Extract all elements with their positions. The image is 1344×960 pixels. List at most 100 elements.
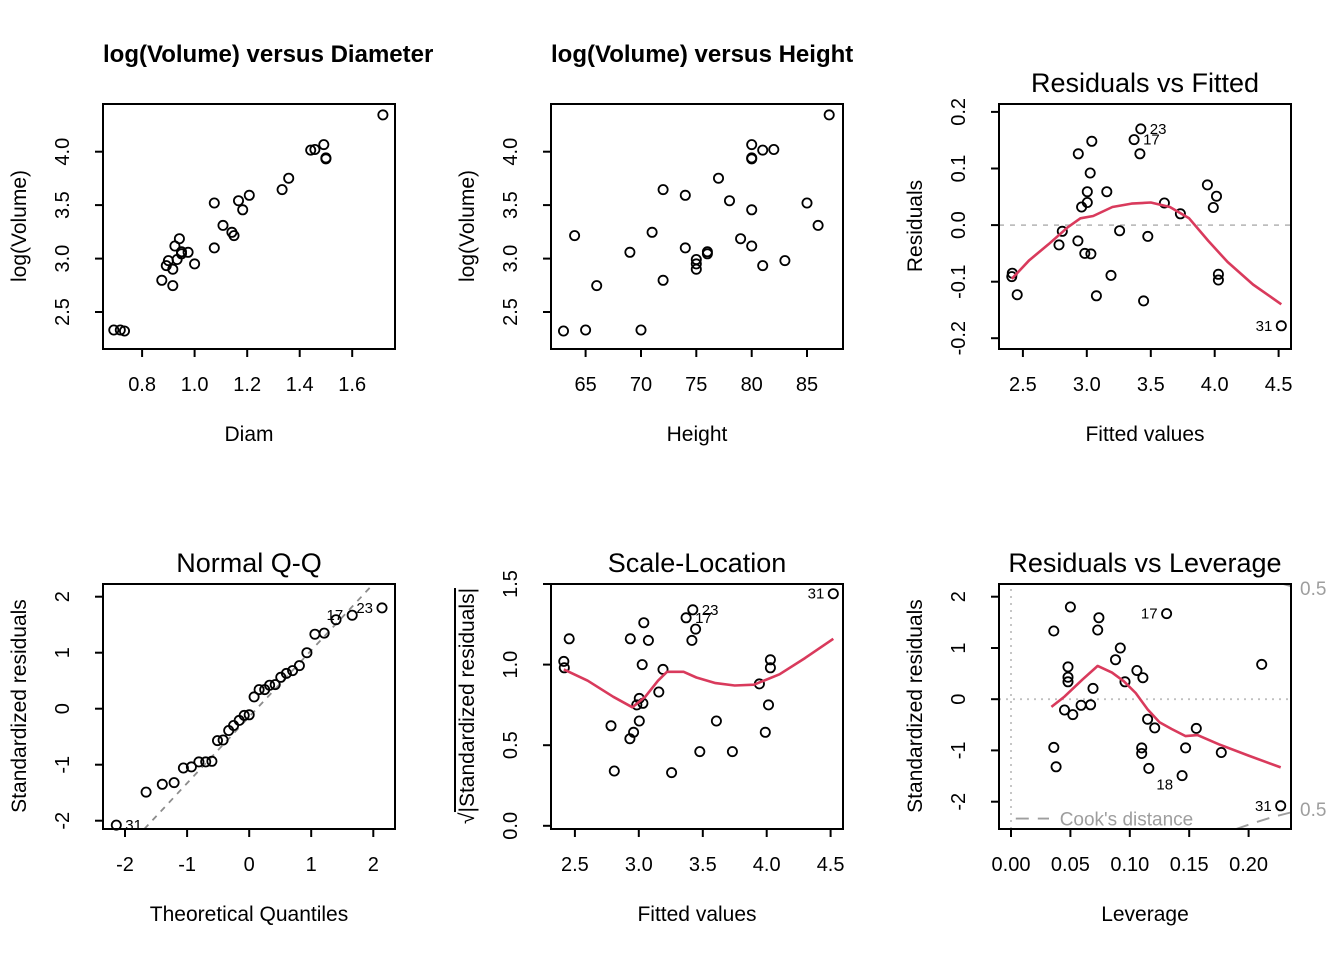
y-tick-label: 0.1: [948, 155, 970, 183]
x-tick-label: 3.5: [689, 854, 717, 876]
data-point: [657, 274, 669, 286]
data-point: [605, 720, 617, 732]
data-point: [726, 746, 738, 758]
x-tick-label: -1: [178, 854, 196, 876]
data-point: [764, 662, 776, 674]
data-point: [1050, 761, 1062, 773]
data-point: [563, 633, 575, 645]
x-tick-label: 1.4: [286, 374, 314, 396]
y-tick-label: 1: [948, 642, 970, 653]
data-point: [701, 246, 713, 258]
data-point: [1006, 271, 1018, 283]
data-point: [283, 172, 295, 184]
data-point: [1136, 747, 1148, 759]
annotation-label: 0.5: [1300, 579, 1326, 600]
data-point: [276, 184, 288, 196]
plot-frame: [102, 103, 396, 350]
x-tick-label: 1.2: [233, 374, 261, 396]
y-tick-label: 1.5: [500, 570, 522, 598]
data-point: [1058, 704, 1070, 716]
data-point: [653, 686, 665, 698]
data-point: [746, 240, 758, 252]
data-point: [757, 144, 769, 156]
x-tick-label: 3.0: [625, 854, 653, 876]
data-point: [243, 189, 255, 201]
y-tick-label: 0.5: [500, 731, 522, 759]
data-point: [1093, 612, 1105, 624]
point-id-label: 31: [808, 586, 825, 603]
data-point: [636, 659, 648, 671]
x-tick-label: 0.10: [1110, 854, 1149, 876]
data-point: [1149, 722, 1161, 734]
data-point: [801, 197, 813, 209]
point-id-labels: 31 17 23: [125, 600, 373, 834]
data-point: [206, 755, 218, 767]
y-tick-label: 1: [52, 647, 74, 658]
y-tick-label: 2: [52, 591, 74, 602]
data-point: [1090, 290, 1102, 302]
data-point: [1048, 625, 1060, 637]
x-tick-label: 2.5: [1009, 374, 1037, 396]
x-tick-label: 2.5: [561, 854, 589, 876]
data-point: [1079, 247, 1091, 259]
data-point: [1105, 269, 1117, 281]
plot-area: 65 70 75 80 85 2.5 3.0 3.5 4.0: [500, 103, 844, 396]
data-point: [1119, 676, 1131, 688]
axis-ticks: [991, 595, 1250, 837]
data-point: [269, 679, 281, 691]
data-point: [690, 253, 702, 265]
data-point: [1210, 190, 1222, 202]
data-point: [1048, 741, 1060, 753]
data-point: [646, 226, 658, 238]
x-axis-label: Leverage: [1101, 903, 1189, 926]
data-point: [827, 588, 839, 600]
data-point: [768, 143, 780, 155]
x-axis-label: Fitted values: [637, 903, 757, 926]
panel-title: Residuals vs Fitted: [1030, 68, 1260, 98]
data-point: [189, 258, 201, 270]
tick-labels: 2.5 3.0 3.5 4.0 4.5 0.0 0.5 1.0 1.5: [500, 570, 845, 876]
data-point: [243, 709, 255, 721]
data-point: [679, 189, 691, 201]
x-tick-label: 4.5: [817, 854, 845, 876]
data-point: [1081, 196, 1093, 208]
y-tick-label: 4.0: [52, 138, 74, 166]
data-point: [280, 667, 292, 679]
data-point: [1062, 676, 1074, 688]
data-points: [558, 109, 835, 337]
data-point: [558, 325, 570, 337]
data-point: [1072, 235, 1084, 247]
data-point: [624, 633, 636, 645]
data-point: [232, 195, 244, 207]
plot-frame: [998, 583, 1292, 830]
data-points: [1006, 123, 1287, 332]
y-axis-label-sqrt: √|Standardized residuals|: [454, 587, 479, 825]
data-point: [694, 746, 706, 758]
data-point: [318, 627, 330, 639]
panel-title: Residuals vs Leverage: [1008, 548, 1282, 578]
data-point: [628, 726, 640, 738]
data-point: [1064, 601, 1076, 613]
data-point: [746, 153, 758, 165]
data-point: [569, 230, 581, 242]
point-id-label: 18: [1156, 777, 1173, 794]
y-axis-label: Standardized residuals: [904, 599, 927, 813]
data-point: [1201, 179, 1213, 191]
y-axis-label: log(Volume): [456, 169, 479, 283]
data-point: [1275, 320, 1287, 332]
plot-area: 0.00 0.05 0.10 0.15 0.20 -2 -1 0 1 2 17 18 31 Cook's …: [948, 579, 1326, 876]
data-point: [680, 612, 692, 624]
y-tick-label: 0.2: [948, 98, 970, 126]
data-point: [140, 786, 152, 798]
y-tick-label: -0.2: [948, 321, 970, 355]
y-tick-label: -2: [52, 812, 74, 830]
data-point: [679, 242, 691, 254]
cook-dashed-line: [1235, 811, 1292, 830]
data-point: [293, 660, 305, 672]
data-point: [1056, 225, 1068, 237]
data-point: [638, 617, 650, 629]
data-point: [1174, 208, 1186, 220]
data-point: [185, 761, 197, 773]
data-point: [687, 604, 699, 616]
data-point: [759, 726, 771, 738]
